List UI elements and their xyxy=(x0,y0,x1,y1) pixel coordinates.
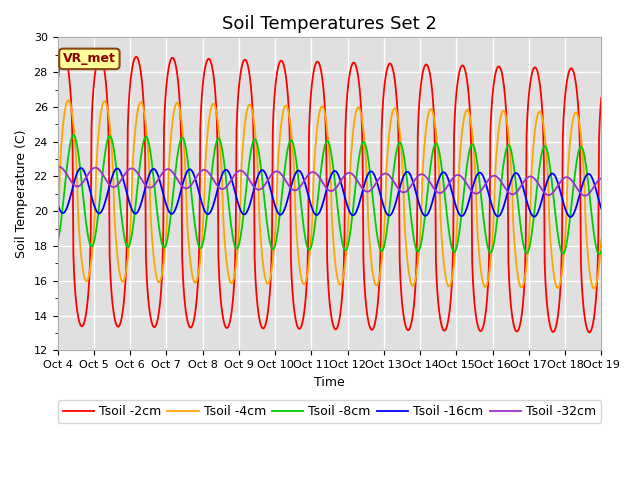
Tsoil -4cm xyxy=(197,249,205,255)
Tsoil -8cm xyxy=(174,152,182,157)
Tsoil -8cm xyxy=(70,132,77,138)
Legend: Tsoil -2cm, Tsoil -4cm, Tsoil -8cm, Tsoil -16cm, Tsoil -32cm: Tsoil -2cm, Tsoil -4cm, Tsoil -8cm, Tsoi… xyxy=(58,400,601,423)
Tsoil -32cm xyxy=(581,193,589,199)
Tsoil -2cm xyxy=(174,74,182,80)
Tsoil -32cm xyxy=(197,168,205,174)
Tsoil -4cm xyxy=(322,115,330,120)
Tsoil -8cm xyxy=(197,245,205,251)
Tsoil -2cm xyxy=(548,329,556,335)
Tsoil -2cm xyxy=(322,121,330,127)
Line: Tsoil -16cm: Tsoil -16cm xyxy=(58,168,602,217)
Tsoil -32cm xyxy=(374,177,382,182)
Tsoil -4cm xyxy=(174,100,182,106)
Tsoil -4cm xyxy=(590,286,598,291)
Tsoil -8cm xyxy=(598,248,605,253)
Line: Tsoil -4cm: Tsoil -4cm xyxy=(58,100,602,288)
Tsoil -16cm xyxy=(374,185,382,191)
Tsoil -32cm xyxy=(322,184,330,190)
Tsoil -32cm xyxy=(174,177,182,183)
Tsoil -4cm xyxy=(548,258,556,264)
Tsoil -8cm xyxy=(322,140,330,146)
Tsoil -16cm xyxy=(428,200,436,205)
Tsoil -2cm xyxy=(197,107,205,113)
Tsoil -2cm xyxy=(54,81,61,87)
X-axis label: Time: Time xyxy=(314,376,345,389)
Tsoil -4cm xyxy=(428,108,436,113)
Line: Tsoil -8cm: Tsoil -8cm xyxy=(58,135,602,254)
Tsoil -32cm xyxy=(54,165,61,170)
Tsoil -16cm xyxy=(566,214,574,220)
Tsoil -8cm xyxy=(595,252,603,257)
Line: Tsoil -2cm: Tsoil -2cm xyxy=(58,55,602,333)
Tsoil -16cm xyxy=(322,191,330,196)
Title: Soil Temperatures Set 2: Soil Temperatures Set 2 xyxy=(222,15,437,33)
Tsoil -16cm xyxy=(54,201,61,207)
Tsoil -32cm xyxy=(548,191,556,196)
Tsoil -8cm xyxy=(54,240,61,245)
Tsoil -2cm xyxy=(586,330,593,336)
Tsoil -4cm xyxy=(374,279,382,285)
Tsoil -16cm xyxy=(197,197,205,203)
Line: Tsoil -32cm: Tsoil -32cm xyxy=(58,167,602,196)
Tsoil -16cm xyxy=(598,205,605,211)
Tsoil -4cm xyxy=(54,228,61,233)
Tsoil -2cm xyxy=(374,292,382,298)
Tsoil -16cm xyxy=(77,165,84,171)
Tsoil -8cm xyxy=(428,153,436,158)
Tsoil -32cm xyxy=(55,164,63,170)
Tsoil -16cm xyxy=(548,170,556,176)
Y-axis label: Soil Temperature (C): Soil Temperature (C) xyxy=(15,130,28,258)
Tsoil -8cm xyxy=(548,182,556,188)
Tsoil -4cm xyxy=(598,237,605,243)
Tsoil -2cm xyxy=(428,88,436,94)
Tsoil -4cm xyxy=(64,97,72,103)
Tsoil -8cm xyxy=(374,240,382,246)
Text: VR_met: VR_met xyxy=(63,52,116,65)
Tsoil -32cm xyxy=(428,183,436,189)
Tsoil -2cm xyxy=(598,95,605,101)
Tsoil -32cm xyxy=(598,175,605,181)
Tsoil -16cm xyxy=(174,200,182,206)
Tsoil -2cm xyxy=(60,52,67,58)
